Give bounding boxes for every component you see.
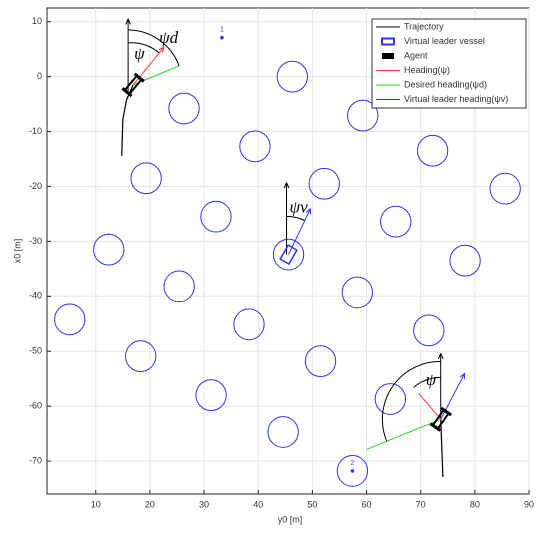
x-tick-label: 40	[253, 499, 263, 509]
obstacle	[380, 205, 412, 238]
agent	[121, 72, 145, 98]
obstacle	[239, 130, 271, 163]
angle-arc	[381, 360, 441, 442]
obstacle	[130, 162, 162, 195]
legend-label: Heading(ψ)	[404, 65, 450, 75]
angle-arc	[128, 42, 160, 54]
y-tick-label: -20	[29, 181, 42, 191]
annotation: ψd	[159, 28, 179, 47]
y-tick-label: 10	[32, 16, 42, 26]
x-axis-label: y0 [m]	[278, 514, 303, 524]
trajectory	[440, 419, 444, 477]
obstacle	[413, 314, 445, 347]
arrow-head	[158, 46, 165, 53]
legend-label: Desired heading(ψd)	[404, 79, 487, 89]
annotation: ψ	[426, 370, 437, 389]
legend-label: Virtual leader heading(ψv)	[404, 94, 508, 104]
legend-swatch	[382, 53, 394, 59]
y-tick-label: 0	[37, 71, 42, 81]
target-label: 1	[220, 26, 224, 33]
obstacle	[267, 416, 299, 448]
heading	[418, 392, 442, 420]
y-axis-label: x0 [m]	[12, 239, 22, 264]
y-tick-label: -10	[29, 126, 42, 136]
arrow-head	[125, 18, 131, 25]
x-tick-label: 10	[91, 499, 101, 509]
obstacle	[93, 233, 125, 266]
x-tick-label: 60	[362, 499, 372, 509]
x-tick-label: 30	[199, 499, 209, 509]
obstacle	[200, 200, 232, 233]
y-tick-label: -70	[29, 455, 42, 465]
leader-vessel	[279, 244, 298, 266]
legend-label: Agent	[404, 50, 428, 60]
obstacle	[336, 455, 369, 487]
obstacle	[163, 270, 195, 303]
desired-heading	[366, 418, 441, 450]
obstacle	[374, 383, 407, 415]
target	[220, 35, 224, 40]
arrow-head	[283, 182, 290, 189]
obstacle	[168, 92, 200, 125]
x-tick-label: 90	[524, 499, 534, 509]
agent	[429, 406, 452, 432]
arrow-head	[305, 208, 312, 215]
x-tick-label: 80	[470, 499, 480, 509]
arrow-head	[459, 372, 466, 380]
obstacle	[304, 345, 337, 377]
y-tick-label: -40	[29, 291, 42, 301]
obstacle	[195, 379, 227, 412]
agent-part	[133, 72, 145, 83]
angle-arc	[286, 216, 305, 222]
x-tick-label: 70	[416, 499, 426, 509]
target	[350, 469, 355, 473]
obstacle	[341, 276, 373, 309]
angle-arc	[413, 376, 441, 388]
agent-part	[121, 87, 133, 98]
x-tick-label: 20	[145, 499, 155, 509]
obstacle	[272, 238, 305, 271]
obstacle	[416, 134, 449, 167]
obstacle	[308, 167, 340, 200]
y-tick-label: -60	[29, 401, 42, 411]
x-tick-label: 50	[307, 499, 317, 509]
obstacle	[347, 99, 379, 132]
legend-box	[371, 18, 527, 109]
obstacle	[449, 244, 481, 277]
y-tick-label: -50	[29, 346, 42, 356]
obstacle	[489, 172, 521, 205]
annotation: ψ	[134, 44, 145, 63]
annotation: ψv	[290, 197, 309, 216]
obstacle	[125, 340, 157, 373]
target-label: 2	[350, 460, 354, 467]
angle-arc	[128, 29, 180, 67]
agent-part	[429, 422, 442, 432]
legend-label: Virtual leader vessel	[404, 36, 485, 46]
obstacle	[233, 308, 265, 341]
legend-label: Trajectory	[404, 21, 444, 31]
obstacle	[276, 60, 308, 93]
obstacle	[54, 303, 86, 336]
agent-part	[440, 406, 452, 417]
arrow-head	[437, 353, 444, 360]
legend-swatch	[381, 37, 395, 46]
y-tick-label: -30	[29, 236, 42, 246]
